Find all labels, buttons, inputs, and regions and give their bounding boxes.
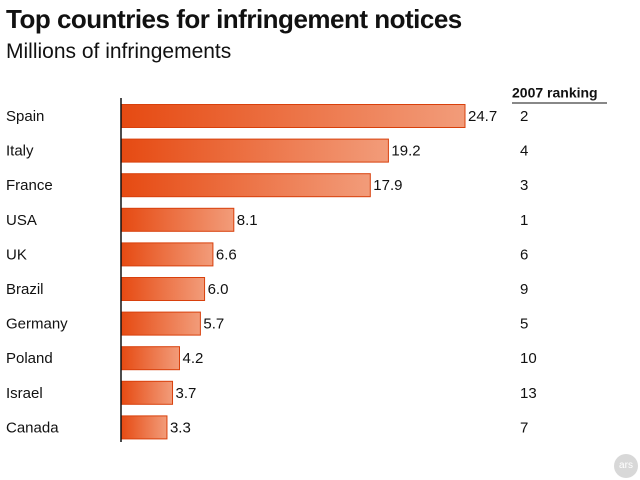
rank-label: 3	[520, 177, 528, 194]
chart-subtitle: Millions of infringements	[6, 40, 232, 63]
category-label: Germany	[6, 316, 68, 333]
bar-poland	[120, 346, 180, 371]
data-label: 3.3	[170, 419, 191, 436]
category-label: UK	[6, 246, 27, 263]
bar-italy	[120, 138, 389, 163]
bar-canada	[120, 415, 168, 440]
ranking-header: 2007 ranking	[512, 85, 598, 101]
category-label: Spain	[6, 108, 44, 125]
data-label: 8.1	[237, 212, 258, 229]
bar-brazil	[120, 277, 206, 301]
category-label: Canada	[6, 419, 59, 436]
category-label: France	[6, 177, 53, 194]
category-label: USA	[6, 212, 37, 229]
rank-label: 6	[520, 246, 528, 263]
data-label: 3.7	[176, 385, 197, 402]
bar-uk	[120, 242, 214, 267]
bar-germany	[120, 311, 201, 336]
bar-usa	[120, 207, 235, 232]
ars-logo-icon: ars	[614, 454, 638, 478]
data-label: 4.2	[182, 350, 203, 367]
rank-label: 1	[520, 212, 528, 229]
rank-label: 9	[520, 281, 528, 298]
bar-spain	[120, 104, 466, 128]
bar-france	[120, 173, 371, 198]
data-label: 24.7	[468, 108, 497, 125]
category-label: Poland	[6, 350, 53, 367]
category-label: Italy	[6, 143, 34, 160]
rank-label: 10	[520, 350, 537, 367]
data-label: 17.9	[373, 177, 402, 194]
category-label: Brazil	[6, 281, 44, 298]
category-label: Israel	[6, 385, 43, 402]
rank-label: 7	[520, 419, 528, 436]
rank-label: 13	[520, 385, 537, 402]
rank-label: 4	[520, 143, 528, 160]
chart-title: Top countries for infringement notices	[6, 4, 462, 34]
labels-layer: Spain 24.7 2 Italy 19.2 4 France 17.9 3 USA 8.1 1 UK…	[6, 85, 607, 436]
data-label: 5.7	[203, 316, 224, 333]
rank-label: 2	[520, 108, 528, 125]
data-label: 6.0	[208, 281, 229, 298]
bar-israel	[120, 380, 174, 405]
data-label: 19.2	[391, 143, 420, 160]
rank-label: 5	[520, 316, 528, 333]
data-label: 6.6	[216, 246, 237, 263]
